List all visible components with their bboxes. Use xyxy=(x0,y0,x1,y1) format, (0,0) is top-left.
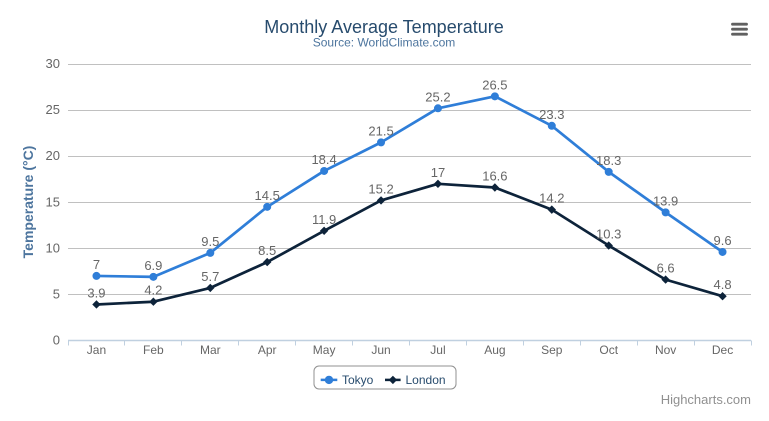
svg-text:14.2: 14.2 xyxy=(539,191,564,206)
svg-text:18.3: 18.3 xyxy=(596,153,621,168)
svg-text:Jan: Jan xyxy=(87,343,106,357)
svg-text:Highcharts.com: Highcharts.com xyxy=(661,392,751,407)
svg-text:Dec: Dec xyxy=(712,343,733,357)
svg-text:Monthly Average Temperature: Monthly Average Temperature xyxy=(264,17,503,37)
svg-text:Jul: Jul xyxy=(430,343,445,357)
svg-text:3.9: 3.9 xyxy=(87,285,105,300)
svg-text:5.7: 5.7 xyxy=(201,269,219,284)
svg-text:Aug: Aug xyxy=(484,343,505,357)
svg-text:London: London xyxy=(406,373,446,387)
svg-text:5: 5 xyxy=(53,286,60,301)
svg-text:14.5: 14.5 xyxy=(255,188,280,203)
svg-text:Jun: Jun xyxy=(371,343,390,357)
svg-text:10.3: 10.3 xyxy=(596,227,621,242)
svg-text:15.2: 15.2 xyxy=(368,181,393,196)
svg-text:21.5: 21.5 xyxy=(368,123,393,138)
svg-text:17: 17 xyxy=(431,165,445,180)
svg-text:7: 7 xyxy=(93,257,100,272)
svg-text:4.8: 4.8 xyxy=(714,277,732,292)
svg-text:Mar: Mar xyxy=(200,343,221,357)
svg-text:4.2: 4.2 xyxy=(144,283,162,298)
svg-text:Nov: Nov xyxy=(655,343,676,357)
svg-text:25.2: 25.2 xyxy=(425,89,450,104)
svg-text:9.5: 9.5 xyxy=(201,234,219,249)
svg-text:Temperature (°C): Temperature (°C) xyxy=(20,146,36,259)
svg-text:0: 0 xyxy=(53,332,60,347)
svg-text:15: 15 xyxy=(46,194,60,209)
svg-text:Feb: Feb xyxy=(143,343,164,357)
svg-text:Apr: Apr xyxy=(258,343,277,357)
svg-text:18.4: 18.4 xyxy=(311,152,336,167)
svg-text:25: 25 xyxy=(46,102,60,117)
svg-text:23.3: 23.3 xyxy=(539,107,564,122)
svg-text:May: May xyxy=(313,343,336,357)
svg-text:6.9: 6.9 xyxy=(144,258,162,273)
svg-text:11.9: 11.9 xyxy=(312,212,336,227)
svg-text:Source: WorldClimate.com: Source: WorldClimate.com xyxy=(313,36,456,50)
svg-text:8.5: 8.5 xyxy=(258,243,276,258)
svg-text:Tokyo: Tokyo xyxy=(342,373,374,387)
svg-text:20: 20 xyxy=(46,148,60,163)
svg-text:13.9: 13.9 xyxy=(653,193,678,208)
svg-text:26.5: 26.5 xyxy=(482,77,507,92)
svg-text:9.6: 9.6 xyxy=(714,233,732,248)
svg-text:16.6: 16.6 xyxy=(482,169,507,184)
svg-text:10: 10 xyxy=(46,240,60,255)
svg-text:30: 30 xyxy=(46,56,60,71)
svg-text:Oct: Oct xyxy=(599,343,618,357)
svg-text:6.6: 6.6 xyxy=(657,261,675,276)
svg-text:Sep: Sep xyxy=(541,343,563,357)
